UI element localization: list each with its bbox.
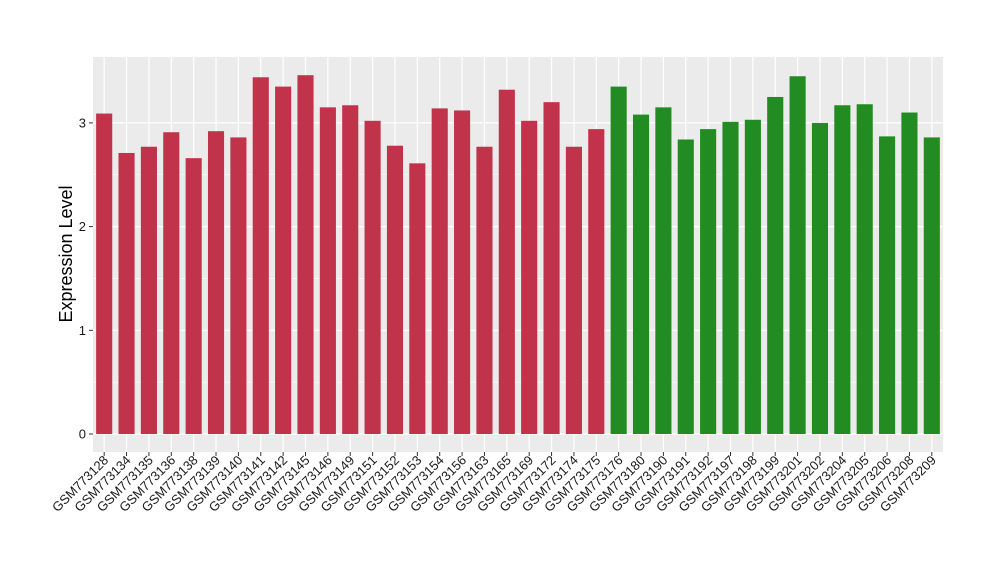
bar-GSM773206 (879, 136, 896, 435)
bar-GSM773180 (632, 114, 650, 434)
y-tick-label: 1 (79, 323, 86, 338)
bar-GSM773138 (185, 158, 202, 434)
bar-GSM773197 (722, 121, 739, 434)
bar-GSM773199 (767, 96, 784, 434)
bar-GSM773151 (364, 120, 381, 435)
bar-GSM773135 (140, 146, 157, 434)
bar-GSM773204 (834, 105, 851, 435)
bar-GSM773145 (297, 75, 314, 434)
bar-GSM773175 (588, 129, 605, 434)
bar-GSM773209 (923, 137, 940, 434)
y-tick-label: 2 (79, 219, 86, 234)
bar-GSM773128 (96, 113, 113, 434)
bar-GSM773149 (342, 105, 359, 435)
bar-GSM773169 (521, 120, 538, 435)
bar-GSM773134 (118, 152, 135, 434)
bar-GSM773140 (230, 137, 247, 434)
bar-GSM773142 (275, 86, 292, 434)
bar-GSM773176 (610, 86, 627, 434)
bar-GSM773163 (476, 146, 493, 434)
y-tick-label: 0 (79, 427, 86, 442)
bar-GSM773154 (431, 108, 448, 434)
x-axis: GSM773128GSM773134GSM773135GSM773136GSM7… (49, 452, 939, 515)
bar-GSM773172 (543, 102, 560, 434)
bar-GSM773136 (163, 132, 180, 434)
bar-GSM773156 (454, 110, 471, 435)
bar-GSM773208 (901, 112, 918, 434)
bars (96, 75, 940, 435)
bar-GSM773152 (386, 145, 404, 435)
bar-GSM773174 (565, 146, 582, 434)
bar-GSM773205 (856, 104, 873, 434)
bar-GSM773146 (319, 107, 336, 434)
bar-GSM773153 (409, 163, 426, 434)
bar-GSM773192 (700, 129, 717, 434)
bar-GSM773201 (789, 76, 806, 435)
bar-GSM773139 (207, 131, 225, 435)
bar-GSM773202 (811, 122, 829, 435)
y-axis-title: Expression Level (56, 185, 76, 322)
bar-GSM773141 (252, 77, 269, 434)
bar-GSM773165 (498, 89, 515, 434)
bar-GSM773190 (655, 107, 672, 434)
bar-GSM773198 (744, 119, 761, 434)
bar-GSM773191 (677, 139, 694, 434)
y-tick-label: 3 (79, 115, 86, 130)
y-axis: 0 1 2 3 (79, 115, 93, 442)
